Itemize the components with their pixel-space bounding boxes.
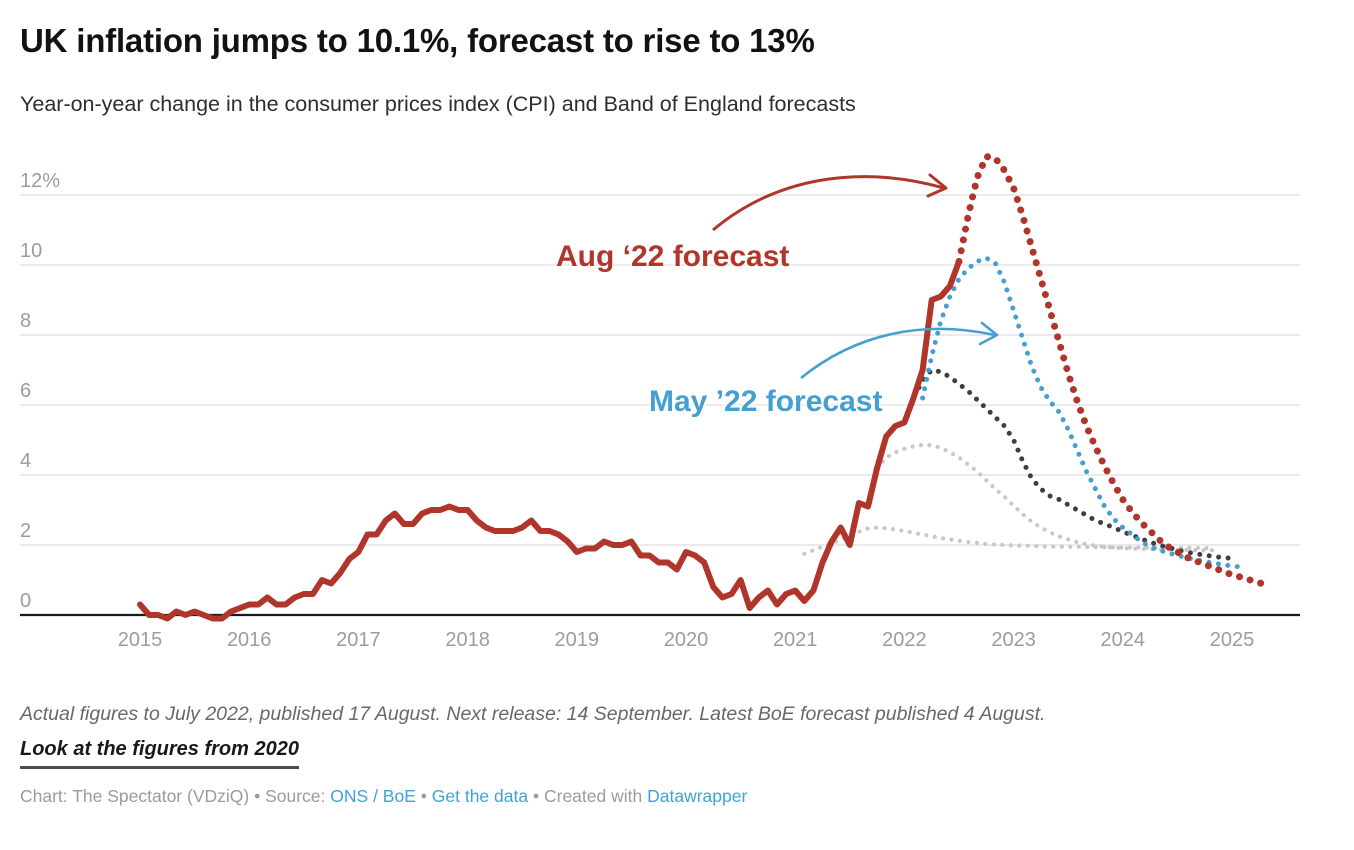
svg-text:4: 4 — [20, 450, 31, 472]
may22-arrow — [800, 327, 996, 380]
source-label: Source: — [265, 786, 326, 806]
svg-text:2020: 2020 — [664, 629, 709, 651]
series-late-2021-boe-forecast-unlabelled-light-grey-dotted- — [874, 442, 1216, 553]
figures-from-2020-link[interactable]: Look at the figures from 2020 — [20, 738, 299, 769]
series-earlier-2021-boe-forecast-unlabelled-light-grey-dotted- — [802, 525, 1216, 556]
svg-text:10: 10 — [20, 240, 42, 262]
bullet-separator: • — [254, 786, 261, 806]
svg-text:8: 8 — [20, 310, 31, 332]
source-link-ons-boe[interactable]: ONS / BoE — [330, 786, 416, 806]
chart-notes: Actual figures to July 2022, published 1… — [20, 703, 1046, 725]
svg-text:2017: 2017 — [336, 629, 381, 651]
aug22-arrowhead — [926, 173, 948, 198]
aug22-forecast-label: Aug ‘22 forecast — [556, 240, 790, 273]
axis-labels: 0 2 4 6 8 10 12% 2015 2016 2017 2018 2019 2020 2021 20… — [20, 170, 1254, 651]
may22-forecast-label: May ’22 forecast — [649, 385, 883, 418]
series-aug-22-forecast — [955, 153, 1272, 589]
created-with-label: Created with — [543, 786, 643, 806]
svg-text:6: 6 — [20, 380, 31, 402]
svg-text:2019: 2019 — [555, 629, 600, 651]
svg-text:2025: 2025 — [1210, 629, 1255, 651]
svg-text:2015: 2015 — [118, 629, 163, 651]
svg-text:2022: 2022 — [882, 629, 927, 651]
may22-arrowhead — [978, 321, 999, 346]
svg-text:12%: 12% — [20, 170, 60, 192]
annotation-arrows — [712, 173, 999, 380]
bullet-separator: • — [420, 786, 427, 806]
svg-text:2023: 2023 — [991, 629, 1036, 651]
inflation-chart: 0 2 4 6 8 10 12% 2015 2016 2017 2018 2019 2020 2021 20… — [0, 140, 1354, 670]
svg-text:2: 2 — [20, 520, 31, 542]
svg-text:2024: 2024 — [1101, 629, 1146, 651]
series-feb-22-boe-forecast-unlabelled-dark-grey-dotted- — [901, 367, 1235, 561]
data-series — [137, 153, 1272, 622]
gridlines — [20, 194, 1300, 617]
page-title: UK inflation jumps to 10.1%, forecast to… — [20, 22, 815, 59]
svg-text:2021: 2021 — [773, 629, 818, 651]
aug22-arrow — [712, 175, 945, 232]
chart-byline: Chart: The Spectator (VDziQ) • Source: O… — [20, 786, 1330, 807]
series-cpi-actual-year-on-year- — [137, 258, 962, 622]
chart-subtitle: Year-on-year change in the consumer pric… — [20, 92, 856, 116]
svg-text:2016: 2016 — [227, 629, 272, 651]
chart-plot-area: 0 2 4 6 8 10 12% 2015 2016 2017 2018 2019 2020 2021 20… — [20, 153, 1300, 651]
svg-text:2018: 2018 — [445, 629, 490, 651]
get-the-data-link[interactable]: Get the data — [431, 786, 529, 806]
svg-text:0: 0 — [20, 590, 31, 612]
datawrapper-link[interactable]: Datawrapper — [647, 786, 748, 806]
bullet-separator: • — [532, 786, 540, 806]
chart-credit: Chart: The Spectator (VDziQ) — [20, 786, 250, 806]
